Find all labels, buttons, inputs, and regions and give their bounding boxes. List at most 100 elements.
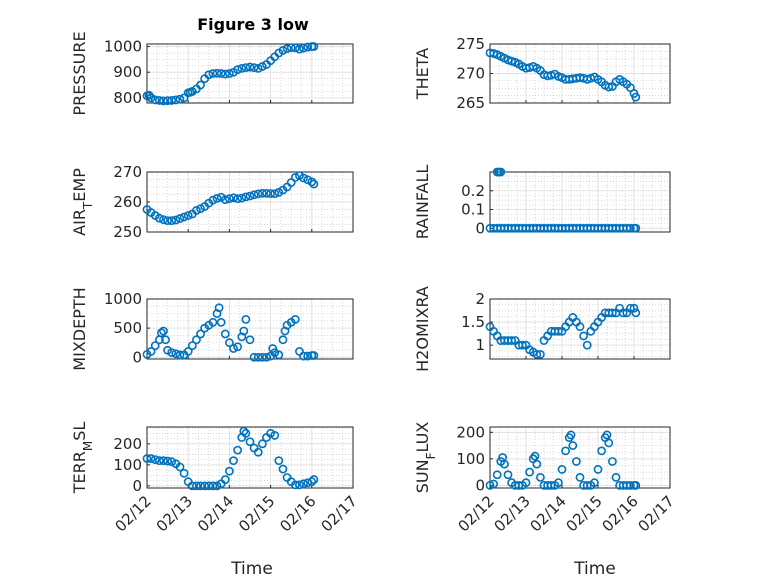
data-point <box>212 193 222 203</box>
data-point <box>187 481 197 491</box>
x-axis-label-left: Time <box>230 559 273 579</box>
data-point <box>220 69 230 79</box>
y-label-part: SUN <box>413 459 432 493</box>
y-tick-label: 0 <box>475 219 485 237</box>
data-point <box>224 466 234 476</box>
data-point <box>507 336 516 345</box>
y-tick-label: 0.2 <box>461 182 485 200</box>
data-point <box>566 430 576 440</box>
data-point <box>290 172 300 182</box>
data-point <box>233 445 243 455</box>
data-point <box>183 211 193 220</box>
data-point <box>290 43 300 53</box>
data-point <box>220 329 230 339</box>
x-axis-label-right: Time <box>573 559 616 579</box>
data-point <box>604 82 614 92</box>
data-point <box>241 428 251 438</box>
data-point <box>631 480 641 490</box>
data-point <box>579 331 588 341</box>
y-tick-label: 100 <box>456 450 485 468</box>
data-point <box>229 456 238 466</box>
data-point <box>192 205 201 215</box>
data-point <box>546 480 556 490</box>
data-point <box>262 188 271 198</box>
data-point <box>561 446 570 456</box>
data-point <box>175 94 185 104</box>
data-point <box>602 430 612 440</box>
data-point <box>150 95 160 105</box>
data-point <box>208 481 218 491</box>
y-tick-label: 0 <box>475 476 485 494</box>
data-point <box>257 439 267 449</box>
data-point <box>245 62 255 72</box>
y-axis-label: AIRTEMP <box>70 168 95 236</box>
y-tick-label: 270 <box>456 65 485 83</box>
y-axis-label: H2OMIXRA <box>413 286 432 372</box>
data-point <box>208 195 218 205</box>
data-point <box>582 340 592 350</box>
y-label-part: EMP <box>70 168 89 202</box>
data-point <box>590 478 599 488</box>
data-point <box>212 68 222 78</box>
data-point <box>154 96 164 105</box>
data-point <box>309 351 319 360</box>
data-point <box>233 194 243 204</box>
data-point <box>536 349 545 359</box>
data-point <box>629 303 639 313</box>
data-point <box>554 478 563 488</box>
data-point <box>229 193 238 203</box>
y-tick-label: 275 <box>456 35 485 53</box>
data-point <box>224 338 234 348</box>
data-point <box>253 63 263 73</box>
data-point <box>204 481 214 491</box>
y-axis-label: THETA <box>413 48 432 100</box>
data-point <box>179 212 189 222</box>
y-label-part: LUX <box>413 422 432 453</box>
data-point <box>196 329 205 339</box>
data-point <box>216 69 226 78</box>
data-point <box>142 454 152 463</box>
data-point <box>532 459 542 469</box>
data-point <box>518 340 527 350</box>
data-point <box>183 347 193 356</box>
data-point <box>241 192 251 202</box>
figure-title: Figure 3 low <box>197 15 309 34</box>
data-point <box>237 193 247 203</box>
data-point <box>224 69 234 78</box>
data-point <box>618 308 628 318</box>
data-point <box>146 347 156 356</box>
data-point <box>150 455 160 465</box>
data-point <box>521 478 531 488</box>
data-point <box>249 190 259 200</box>
data-point <box>257 352 267 362</box>
y-label-part: AIR <box>70 209 89 236</box>
data-point <box>163 456 172 466</box>
data-point <box>274 350 284 360</box>
data-point <box>171 215 181 225</box>
y-tick-label: 260 <box>113 193 142 211</box>
data-point <box>150 341 160 351</box>
axes-box <box>489 426 671 489</box>
data-point <box>575 322 585 332</box>
data-point <box>499 459 509 469</box>
data-point <box>626 480 635 490</box>
data-point <box>167 348 177 357</box>
data-point <box>163 96 172 106</box>
data-point <box>257 188 267 198</box>
y-label-part: SL <box>70 422 89 441</box>
data-point <box>295 44 304 54</box>
subplot-theta: 265 270 275 THETA <box>413 35 671 112</box>
y-tick-label: 1000 <box>104 290 142 308</box>
data-point <box>233 65 243 75</box>
data-point <box>179 468 189 478</box>
y-tick-label: 0 <box>132 348 142 366</box>
y-label-subscript: M <box>81 441 95 451</box>
data-point <box>270 431 280 440</box>
subplot-h2omixra: 1 1.5 2 H2OMIXRA <box>413 286 671 372</box>
data-point <box>171 349 181 359</box>
data-point <box>270 189 280 198</box>
data-point <box>253 352 263 362</box>
data-point <box>241 63 251 72</box>
data-point <box>175 462 185 472</box>
data-point <box>309 179 319 189</box>
